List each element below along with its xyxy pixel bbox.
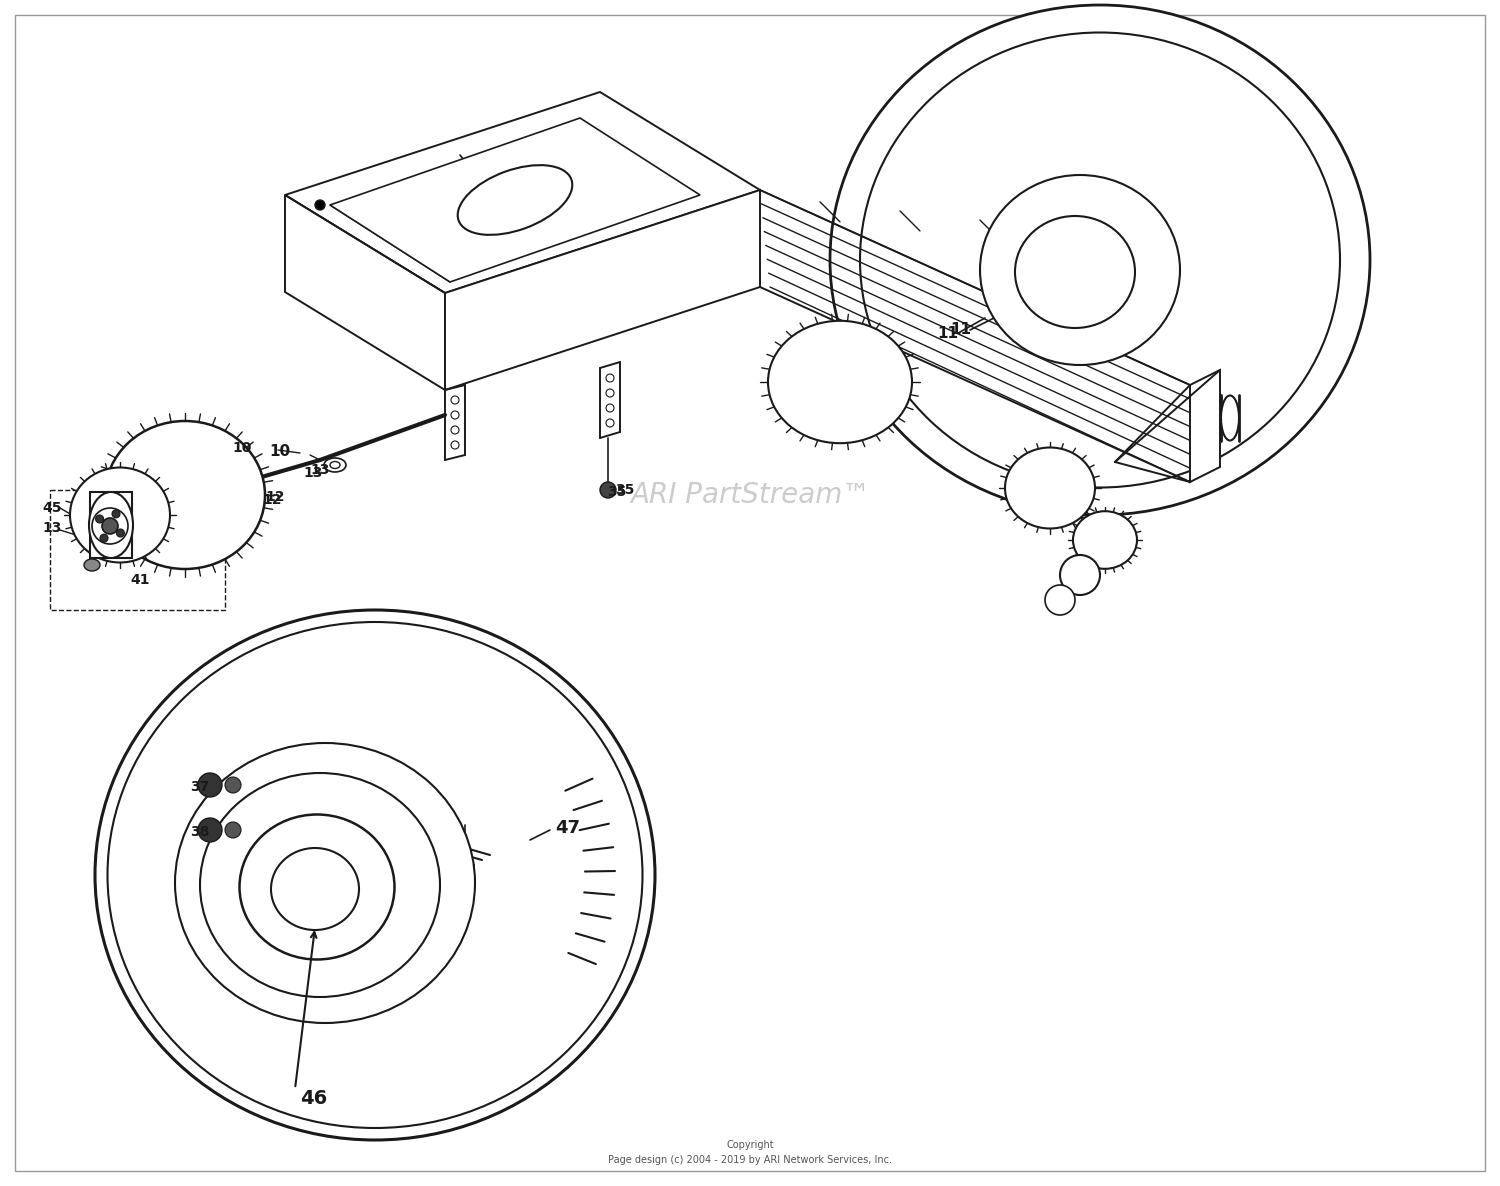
Ellipse shape [176,742,476,1024]
Circle shape [112,510,120,518]
Ellipse shape [70,467,170,562]
Ellipse shape [324,458,346,472]
Polygon shape [1190,370,1219,482]
Ellipse shape [830,5,1370,515]
Text: 35: 35 [608,485,627,499]
Ellipse shape [980,176,1180,365]
Ellipse shape [1072,511,1137,569]
Ellipse shape [240,815,394,959]
Ellipse shape [88,492,134,557]
Circle shape [198,773,222,797]
Polygon shape [285,195,446,390]
Text: 11: 11 [938,326,958,342]
Circle shape [102,518,118,534]
Text: 41: 41 [130,573,150,587]
Circle shape [225,777,242,793]
Ellipse shape [330,461,340,468]
Circle shape [315,200,326,210]
Polygon shape [285,93,760,293]
Text: 46: 46 [300,1090,327,1109]
Circle shape [96,515,104,523]
Text: Page design (c) 2004 - 2019 by ARI Network Services, Inc.: Page design (c) 2004 - 2019 by ARI Netwo… [608,1155,892,1165]
Polygon shape [446,190,760,390]
Circle shape [198,818,222,842]
Text: 13: 13 [42,521,62,535]
Ellipse shape [1221,395,1239,440]
Text: 35: 35 [615,483,634,497]
Circle shape [225,822,242,839]
Polygon shape [330,117,700,282]
Ellipse shape [1005,447,1095,529]
Ellipse shape [94,610,656,1140]
Text: 38: 38 [190,825,210,839]
Text: 45: 45 [42,500,62,515]
Bar [50,490,225,610]
Text: 12: 12 [262,493,282,506]
Circle shape [600,482,616,498]
Text: 13: 13 [310,463,330,477]
Text: Copyright: Copyright [726,1140,774,1150]
Text: 10: 10 [232,441,252,455]
Text: 11: 11 [950,323,970,338]
Ellipse shape [200,773,440,997]
Text: ARI PartStream™: ARI PartStream™ [630,482,870,509]
Ellipse shape [768,320,912,444]
Polygon shape [90,492,132,557]
Ellipse shape [84,559,100,570]
Text: 37: 37 [190,780,208,793]
Ellipse shape [859,32,1340,487]
Circle shape [1060,555,1100,595]
Text: 12: 12 [266,490,285,504]
Ellipse shape [1016,216,1136,329]
Circle shape [92,508,128,544]
Ellipse shape [272,848,358,930]
Ellipse shape [108,621,642,1128]
Circle shape [1046,585,1076,616]
Text: 47: 47 [555,820,580,837]
Text: 13: 13 [303,466,322,480]
Circle shape [117,529,124,537]
Circle shape [100,534,108,542]
Ellipse shape [105,421,266,569]
Text: 10: 10 [268,445,290,459]
